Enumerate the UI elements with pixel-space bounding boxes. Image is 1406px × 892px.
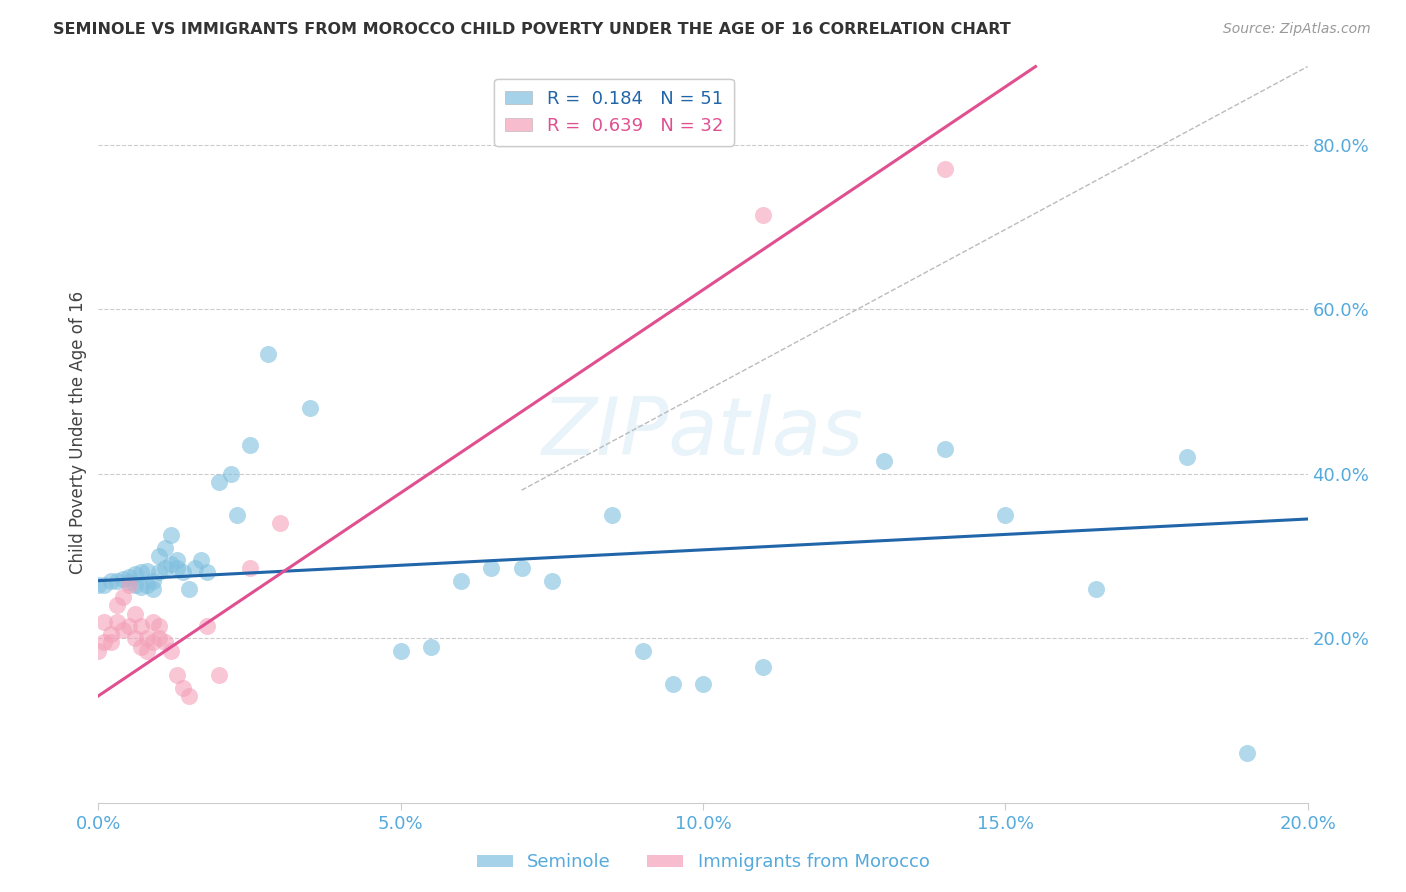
Point	[299, 401, 322, 415]
Point	[269, 516, 291, 530]
Point	[105, 615, 128, 629]
Point	[661, 676, 683, 690]
Point	[124, 607, 146, 621]
Point	[124, 632, 146, 646]
Text: Source: ZipAtlas.com: Source: ZipAtlas.com	[1223, 22, 1371, 37]
Point	[93, 615, 115, 629]
Point	[166, 668, 188, 682]
Point	[124, 567, 146, 582]
Point	[129, 566, 152, 580]
Point	[226, 508, 249, 522]
Point	[160, 558, 183, 572]
Legend: Seminole, Immigrants from Morocco: Seminole, Immigrants from Morocco	[470, 847, 936, 879]
Point	[100, 635, 122, 649]
Point	[420, 640, 443, 654]
Point	[752, 208, 775, 222]
Point	[93, 635, 115, 649]
Point	[389, 643, 412, 657]
Point	[153, 561, 176, 575]
Point	[148, 566, 170, 580]
Point	[129, 640, 152, 654]
Point	[87, 578, 110, 592]
Text: SEMINOLE VS IMMIGRANTS FROM MOROCCO CHILD POVERTY UNDER THE AGE OF 16 CORRELATIO: SEMINOLE VS IMMIGRANTS FROM MOROCCO CHIL…	[53, 22, 1011, 37]
Point	[129, 619, 152, 633]
Point	[118, 575, 141, 590]
Point	[153, 635, 176, 649]
Point	[208, 475, 231, 489]
Point	[602, 508, 624, 522]
Point	[172, 681, 194, 695]
Point	[239, 561, 262, 575]
Point	[1175, 450, 1198, 465]
Point	[934, 162, 956, 177]
Point	[239, 438, 262, 452]
Point	[752, 660, 775, 674]
Point	[934, 442, 956, 456]
Point	[148, 549, 170, 563]
Point	[179, 582, 201, 596]
Point	[135, 632, 157, 646]
Point	[1085, 582, 1108, 596]
Point	[631, 643, 654, 657]
Point	[118, 619, 141, 633]
Point	[692, 676, 714, 690]
Y-axis label: Child Poverty Under the Age of 16: Child Poverty Under the Age of 16	[69, 291, 87, 574]
Point	[540, 574, 562, 588]
Point	[105, 574, 128, 588]
Point	[172, 566, 194, 580]
Point	[100, 627, 122, 641]
Point	[100, 574, 122, 588]
Point	[142, 582, 165, 596]
Point	[93, 578, 115, 592]
Point	[510, 561, 533, 575]
Point	[256, 347, 278, 361]
Point	[129, 580, 152, 594]
Point	[87, 643, 110, 657]
Point	[873, 454, 896, 468]
Point	[118, 578, 141, 592]
Point	[135, 578, 157, 592]
Point	[160, 528, 183, 542]
Point	[111, 572, 134, 586]
Point	[481, 561, 503, 575]
Point	[135, 643, 157, 657]
Point	[160, 643, 183, 657]
Point	[142, 574, 165, 588]
Point	[142, 615, 165, 629]
Point	[142, 635, 165, 649]
Point	[118, 569, 141, 583]
Point	[166, 561, 188, 575]
Point	[179, 689, 201, 703]
Point	[994, 508, 1017, 522]
Point	[195, 619, 218, 633]
Point	[195, 566, 218, 580]
Point	[208, 668, 231, 682]
Point	[135, 564, 157, 578]
Point	[124, 578, 146, 592]
Point	[111, 590, 134, 604]
Legend: R =  0.184   N = 51, R =  0.639   N = 32: R = 0.184 N = 51, R = 0.639 N = 32	[495, 78, 734, 145]
Point	[111, 623, 134, 637]
Point	[221, 467, 243, 481]
Text: ZIPatlas: ZIPatlas	[541, 393, 865, 472]
Point	[166, 553, 188, 567]
Point	[450, 574, 472, 588]
Point	[190, 553, 212, 567]
Point	[1236, 747, 1258, 761]
Point	[184, 561, 207, 575]
Point	[148, 632, 170, 646]
Point	[153, 541, 176, 555]
Point	[105, 599, 128, 613]
Point	[148, 619, 170, 633]
